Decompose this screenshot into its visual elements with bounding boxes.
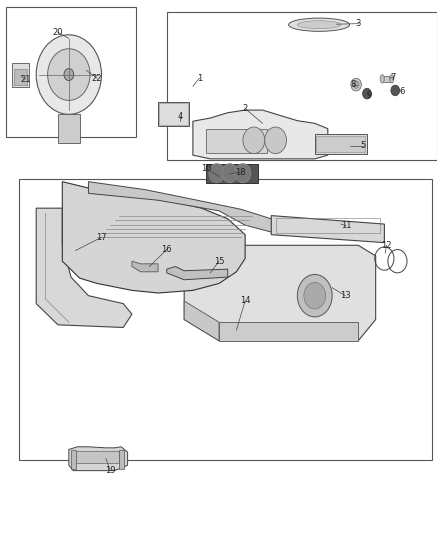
Text: 17: 17 — [96, 233, 107, 242]
Bar — [58, 114, 80, 143]
Circle shape — [363, 88, 371, 99]
Bar — [315, 134, 367, 154]
Ellipse shape — [297, 21, 341, 29]
Text: 12: 12 — [381, 241, 392, 250]
Circle shape — [297, 274, 332, 317]
Polygon shape — [219, 322, 358, 341]
Text: 20: 20 — [53, 28, 63, 37]
Text: 3: 3 — [356, 19, 361, 28]
Bar — [206, 164, 258, 183]
Polygon shape — [88, 182, 271, 232]
Bar — [19, 179, 432, 460]
Ellipse shape — [390, 75, 394, 83]
Polygon shape — [271, 216, 385, 243]
Circle shape — [64, 69, 74, 80]
Bar — [317, 136, 365, 152]
Polygon shape — [193, 110, 328, 159]
Circle shape — [391, 85, 399, 96]
Polygon shape — [184, 245, 376, 341]
Bar — [6, 7, 136, 136]
Circle shape — [209, 164, 225, 183]
Ellipse shape — [380, 75, 385, 83]
Circle shape — [36, 35, 102, 114]
Bar — [276, 218, 380, 233]
Text: 8: 8 — [350, 80, 356, 89]
Text: 4: 4 — [177, 112, 183, 121]
Polygon shape — [184, 301, 219, 341]
Text: 10: 10 — [201, 164, 211, 173]
Bar — [75, 451, 119, 463]
Text: 11: 11 — [341, 221, 351, 230]
Ellipse shape — [289, 18, 350, 31]
Bar — [167, 12, 437, 160]
Circle shape — [353, 81, 359, 88]
Polygon shape — [167, 266, 228, 280]
Circle shape — [265, 127, 286, 154]
Bar — [206, 128, 267, 152]
Text: 2: 2 — [243, 104, 248, 113]
Polygon shape — [132, 261, 158, 272]
Bar — [158, 102, 188, 126]
Text: 14: 14 — [240, 296, 251, 305]
Text: 9: 9 — [367, 91, 372, 100]
Text: 15: 15 — [214, 257, 224, 265]
Circle shape — [222, 164, 238, 183]
Polygon shape — [62, 182, 245, 293]
Text: 1: 1 — [197, 74, 202, 83]
Bar — [159, 103, 187, 125]
Polygon shape — [69, 447, 127, 471]
Text: 6: 6 — [399, 87, 405, 96]
Bar — [71, 450, 76, 469]
Circle shape — [351, 78, 361, 91]
Text: 16: 16 — [162, 245, 172, 254]
Circle shape — [243, 127, 265, 154]
Text: 18: 18 — [236, 167, 246, 176]
Text: 19: 19 — [105, 466, 116, 475]
Polygon shape — [36, 208, 132, 327]
Text: 22: 22 — [92, 74, 102, 83]
Bar — [119, 450, 124, 469]
Text: 13: 13 — [340, 291, 350, 300]
Text: 5: 5 — [360, 141, 365, 150]
Circle shape — [48, 49, 90, 100]
Bar — [12, 63, 29, 87]
Circle shape — [235, 164, 251, 183]
Circle shape — [304, 282, 325, 309]
Text: 21: 21 — [20, 75, 31, 84]
Bar — [14, 69, 27, 85]
Bar — [382, 76, 392, 82]
Text: 7: 7 — [390, 72, 396, 82]
